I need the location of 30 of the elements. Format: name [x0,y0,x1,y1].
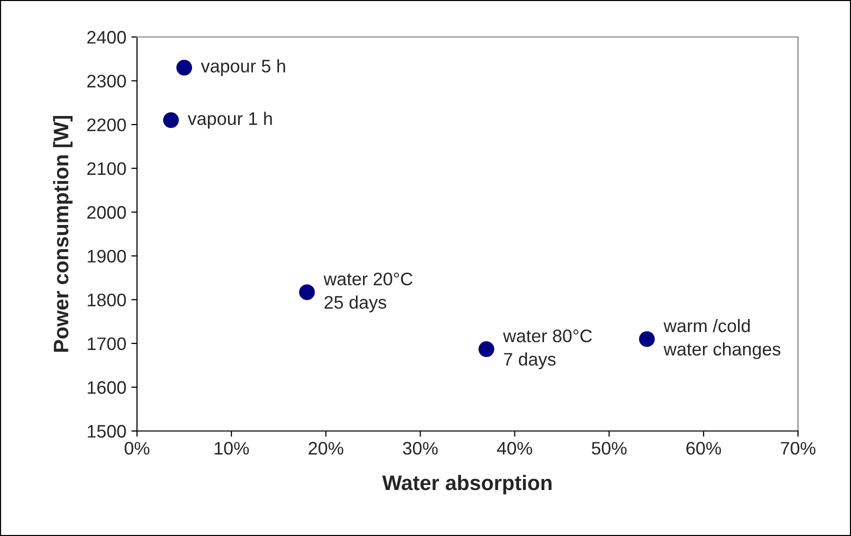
y-tick-label: 2300 [87,74,126,88]
y-tick-label: 1500 [88,424,126,438]
y-tick-label: 1600 [88,381,126,394]
annotation: water 20°C 25 days [324,272,412,312]
y-tick-label: 1900 [88,250,126,263]
point [176,60,192,76]
x-axis-title: Water absorption [382,474,552,494]
annotation: warm /cold water changes [664,318,780,360]
x-tick-label: 10% [214,442,249,455]
y-tick-label: 1700 [88,337,126,350]
x-tick-label: 60% [686,442,721,455]
y-tick-label: 2400 [87,30,126,44]
y-axis-title: Power consumption [W] [53,116,73,352]
x-tick-label: 20% [308,442,344,455]
point [478,341,494,358]
x-tick-label: 30% [402,442,438,455]
annotation: vapour 1 h [188,112,272,129]
point [639,331,655,347]
y-tick-label: 2200 [87,118,126,132]
point [163,112,179,128]
annotation: water 80°C 7 days [503,330,592,370]
annotation: vapour 5 h [200,59,286,76]
x-tick-label: 70% [780,442,816,455]
y-tick-label: 2100 [87,162,126,176]
x-tick-label: 40% [497,442,532,455]
x-tick-label: 0% [124,442,150,455]
y-tick-label: 2000 [87,206,126,219]
point [299,284,315,300]
y-tick-label: 1800 [88,294,126,306]
x-tick-label: 50% [592,442,627,455]
